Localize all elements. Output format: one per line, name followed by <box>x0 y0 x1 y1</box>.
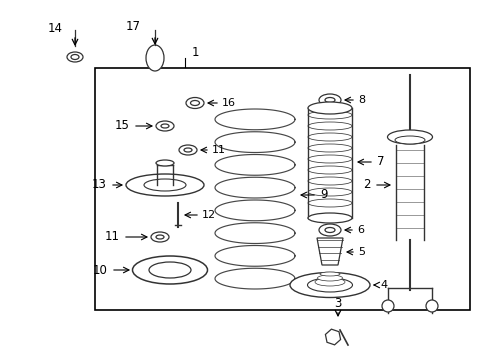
Text: 9: 9 <box>319 189 327 202</box>
Ellipse shape <box>67 52 83 62</box>
Ellipse shape <box>307 144 351 152</box>
Text: 5: 5 <box>357 247 364 257</box>
Text: 12: 12 <box>202 210 216 220</box>
Ellipse shape <box>307 133 351 141</box>
Ellipse shape <box>156 235 163 239</box>
Ellipse shape <box>146 45 163 71</box>
Ellipse shape <box>132 256 207 284</box>
Text: 4: 4 <box>379 280 386 290</box>
Ellipse shape <box>156 160 174 166</box>
Text: 6: 6 <box>356 225 363 235</box>
Ellipse shape <box>183 148 192 152</box>
Text: 17: 17 <box>125 19 140 32</box>
Ellipse shape <box>149 262 191 278</box>
Polygon shape <box>316 238 342 265</box>
Ellipse shape <box>307 155 351 163</box>
Text: 7: 7 <box>376 156 384 168</box>
Ellipse shape <box>307 102 351 114</box>
Ellipse shape <box>143 179 185 191</box>
Ellipse shape <box>425 300 437 312</box>
Text: 11: 11 <box>105 230 120 243</box>
Ellipse shape <box>185 98 203 108</box>
Ellipse shape <box>325 98 334 103</box>
Ellipse shape <box>307 278 352 292</box>
Text: 14: 14 <box>47 22 62 35</box>
Ellipse shape <box>307 166 351 174</box>
Ellipse shape <box>317 275 342 281</box>
Ellipse shape <box>381 300 393 312</box>
Text: 11: 11 <box>212 145 225 155</box>
Ellipse shape <box>307 188 351 196</box>
Ellipse shape <box>318 224 340 236</box>
Ellipse shape <box>307 122 351 130</box>
Ellipse shape <box>307 111 351 119</box>
Ellipse shape <box>126 174 203 196</box>
Text: 13: 13 <box>92 179 107 192</box>
Text: 3: 3 <box>334 297 341 310</box>
Ellipse shape <box>319 272 339 276</box>
Ellipse shape <box>156 121 174 131</box>
Ellipse shape <box>307 213 351 223</box>
Ellipse shape <box>307 177 351 185</box>
Ellipse shape <box>307 199 351 207</box>
Ellipse shape <box>318 94 340 106</box>
Ellipse shape <box>179 145 197 155</box>
Ellipse shape <box>386 130 431 144</box>
Text: 15: 15 <box>115 120 130 132</box>
Ellipse shape <box>161 124 169 128</box>
Ellipse shape <box>151 232 169 242</box>
Text: 10: 10 <box>93 264 108 276</box>
Bar <box>95 68 469 310</box>
Ellipse shape <box>71 54 79 59</box>
Ellipse shape <box>289 273 369 297</box>
Ellipse shape <box>325 228 334 233</box>
Text: 1: 1 <box>192 45 199 58</box>
Text: 2: 2 <box>363 179 370 192</box>
Ellipse shape <box>190 100 199 105</box>
Ellipse shape <box>314 278 345 286</box>
Ellipse shape <box>394 136 424 144</box>
Text: 8: 8 <box>357 95 365 105</box>
Text: 16: 16 <box>222 98 236 108</box>
